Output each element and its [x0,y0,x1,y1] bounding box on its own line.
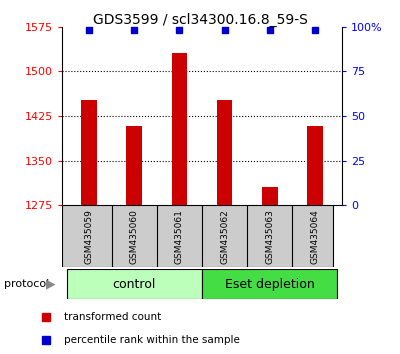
Text: GDS3599 / scl34300.16.8_59-S: GDS3599 / scl34300.16.8_59-S [92,12,308,27]
Text: transformed count: transformed count [64,312,162,322]
Text: ▶: ▶ [46,278,56,291]
Bar [262,187,278,205]
Bar [81,100,97,205]
Text: GSM435059: GSM435059 [84,209,94,264]
Text: GSM435064: GSM435064 [310,209,320,264]
Bar [172,53,187,205]
Text: percentile rank within the sample: percentile rank within the sample [64,335,240,346]
Bar [126,126,142,205]
Text: GSM435063: GSM435063 [265,209,274,264]
Text: GSM435062: GSM435062 [220,209,229,264]
Text: GSM435061: GSM435061 [175,209,184,264]
Text: GSM435060: GSM435060 [130,209,139,264]
Text: Eset depletion: Eset depletion [225,278,315,291]
Bar [217,100,232,205]
Bar [307,126,323,205]
Text: control: control [112,278,156,291]
Bar [66,269,202,299]
Bar [202,269,338,299]
Text: protocol: protocol [4,279,49,289]
